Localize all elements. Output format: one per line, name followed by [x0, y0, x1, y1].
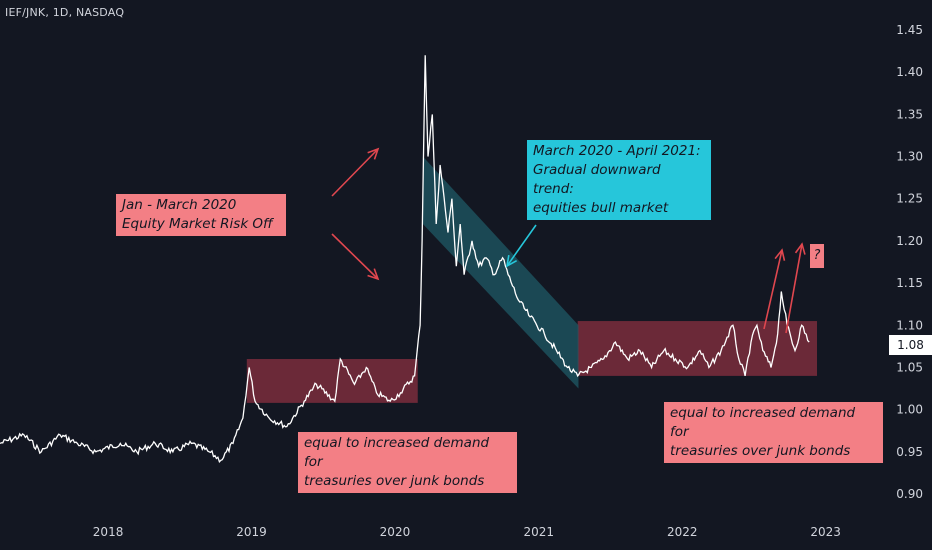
y-tick-label: 1.45	[896, 23, 923, 37]
symbol-title: IEF/JNK, 1D, NASDAQ	[5, 6, 125, 19]
risk-off-note: Jan - March 2020 Equity Market Risk Off	[116, 194, 286, 236]
y-tick-label: 0.95	[896, 445, 923, 459]
y-tick-label: 1.05	[896, 360, 923, 374]
downtrend-line-2: Gradual downward trend:	[533, 162, 661, 197]
demand-2019-line-1: equal to increased demand for	[304, 435, 490, 470]
downtrend-note: March 2020 - April 2021: Gradual downwar…	[527, 140, 711, 220]
price-series-line	[0, 55, 810, 464]
y-tick-label: 1.35	[896, 107, 923, 121]
y-axis: 1.45 1.40 1.35 1.30 1.25 1.20 1.15 1.10 1.05 1.00…	[896, 23, 923, 501]
arrow-up-2	[785, 242, 806, 334]
y-tick-label: 1.30	[896, 150, 923, 164]
risk-off-line-2: Equity Market Risk Off	[122, 216, 273, 232]
y-tick-label: 1.25	[896, 192, 923, 206]
x-tick-label: 2020	[380, 525, 411, 539]
x-tick-label: 2019	[236, 525, 267, 539]
demand-note-2022: equal to increased demand for treasuries…	[664, 402, 883, 463]
x-tick-label: 2022	[667, 525, 698, 539]
arrows	[331, 147, 806, 334]
range-box-2022	[577, 321, 818, 376]
arrow-to-channel	[505, 224, 537, 268]
arrow-down-risk-off	[331, 233, 380, 281]
x-tick-label: 2021	[524, 525, 555, 539]
downtrend-line-1: March 2020 - April 2021:	[533, 143, 701, 159]
y-tick-label: 0.90	[896, 487, 923, 501]
downtrend-line-3: equities bull market	[533, 200, 669, 216]
range-box-2019	[246, 359, 418, 403]
risk-off-line-1: Jan - March 2020	[122, 197, 237, 213]
arrow-up-risk-off	[331, 147, 380, 197]
y-tick-label: 1.15	[896, 276, 923, 290]
demand-2022-line-1: equal to increased demand for	[670, 405, 856, 440]
x-tick-label: 2023	[810, 525, 841, 539]
y-tick-label: 1.40	[896, 65, 923, 79]
demand-note-2019: equal to increased demand for treasuries…	[298, 432, 517, 493]
demand-2022-line-2: treasuries over junk bonds	[670, 443, 851, 459]
x-axis: 2018 2019 2020 2021 2022 2023	[93, 525, 841, 539]
y-tick-label: 1.10	[896, 318, 923, 332]
y-tick-label: 1.20	[896, 234, 923, 248]
arrow-up-1	[763, 248, 786, 330]
question-note: ?	[810, 244, 824, 268]
demand-2019-line-2: treasuries over junk bonds	[304, 473, 485, 489]
y-tick-label: 1.00	[896, 403, 923, 417]
x-tick-label: 2018	[93, 525, 124, 539]
last-price-tag: 1.08	[889, 335, 932, 355]
